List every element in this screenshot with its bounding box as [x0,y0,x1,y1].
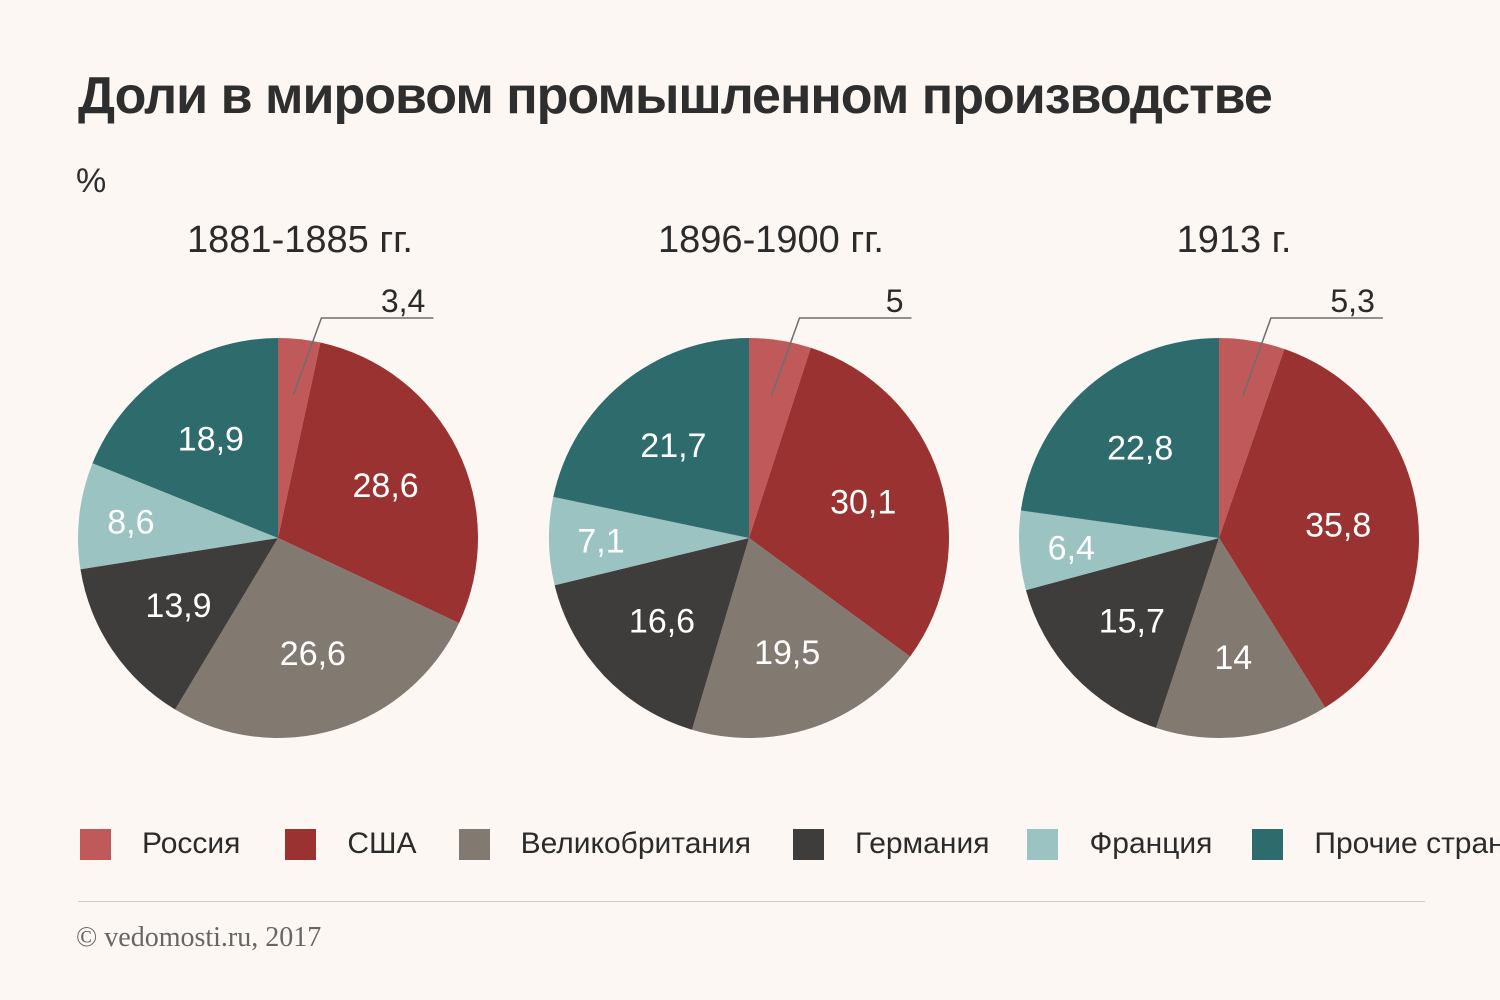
pie-slice-france [548,496,749,586]
pie-slice-germany [1025,538,1219,728]
callout-line [770,317,912,397]
source-credit: © vedomosti.ru, 2017 [76,922,322,953]
pie-slice-russia [1219,338,1285,538]
data-label-france: 8,6 [107,503,154,541]
data-label-russia: 5 [886,283,904,319]
legend-swatch-other [1252,828,1284,860]
pie-slice-uk [692,538,911,738]
pie-slice-usa [1219,348,1420,708]
legend-item-france: Франция [1027,827,1212,861]
legend-label-uk: Великобритания [520,827,751,860]
legend-label-germany: Германия [854,827,990,860]
legend-label-russia: Россия [142,827,241,860]
callout-line [292,317,434,396]
pie-slice-germany [554,538,749,730]
legend-swatch-uk [458,828,490,860]
data-label-other: 18,9 [178,421,244,459]
pie-slice-russia [278,338,321,538]
pie-title: 1896-1900 гг. [658,219,884,261]
pie-slice-uk [175,538,459,739]
legend-swatch-france [1027,828,1059,860]
pie-chart-3: 1913 г. 5,3 35,8 14 15,76,4 22,8 [1019,219,1420,739]
pie-slice-other [1020,338,1219,538]
data-label-uk: 14 [1214,639,1252,677]
pie-slice-other [553,337,749,538]
legend-item-uk: Великобритания [458,827,751,861]
callout-line [1242,317,1383,397]
legend-item-other: Прочие страны [1252,827,1500,861]
data-label-france: 7,1 [577,522,624,560]
pie-chart-2: 1896-1900 гг.5 30,1 19,5 16,6 7,1 21,7 [548,219,949,738]
pie-title: 1881-1885 гг. [187,219,413,261]
pie-title: 1913 г. [1177,219,1292,261]
chart-title: Доли в мировом промышленном производстве [78,67,1273,125]
legend-label-other: Прочие страны [1314,827,1500,860]
data-label-uk: 19,5 [754,634,820,672]
legend-swatch-russia [80,828,111,860]
legend-item-germany: Германия [792,827,990,861]
legend-label-france: Франция [1089,827,1213,860]
data-label-germany: 16,6 [629,603,695,641]
legend-swatch-germany [792,828,824,860]
data-label-germany: 13,9 [145,587,211,625]
data-label-russia: 3,4 [381,283,425,319]
legend-swatch-usa [285,828,317,860]
data-label-usa: 28,6 [353,467,419,505]
pie-slice-usa [278,342,479,624]
data-label-russia: 5,3 [1330,283,1374,319]
pie-slice-france [77,463,278,570]
data-label-usa: 30,1 [830,483,896,521]
legend-label-usa: США [347,827,417,860]
data-label-usa: 35,8 [1305,507,1371,545]
pie-slice-other [92,338,278,538]
data-label-france: 6,4 [1048,529,1095,567]
legend-item-usa: США [285,827,417,861]
pie-slice-usa [749,347,949,657]
data-label-germany: 15,7 [1099,602,1165,640]
unit-label: % [76,162,107,200]
pie-slice-russia [749,338,811,538]
pie-charts: 1881-1885 гг. 3,4 28,6 26,6 13,9 8,6 18,9 1896-… [77,219,1420,739]
data-label-other: 21,7 [640,427,706,465]
legend: Россия США Великобритания Германия Франц… [80,826,1500,862]
data-label-other: 22,8 [1107,430,1173,468]
pie-slice-france [1019,510,1219,591]
footer-divider [78,901,1425,902]
pie-slice-uk [1156,538,1326,739]
pie-slice-germany [80,538,279,710]
data-label-uk: 26,6 [280,635,346,673]
legend-item-russia: Россия [80,827,240,861]
pie-chart-1: 1881-1885 гг. 3,4 28,6 26,6 13,9 8,6 18,9 [77,219,479,739]
